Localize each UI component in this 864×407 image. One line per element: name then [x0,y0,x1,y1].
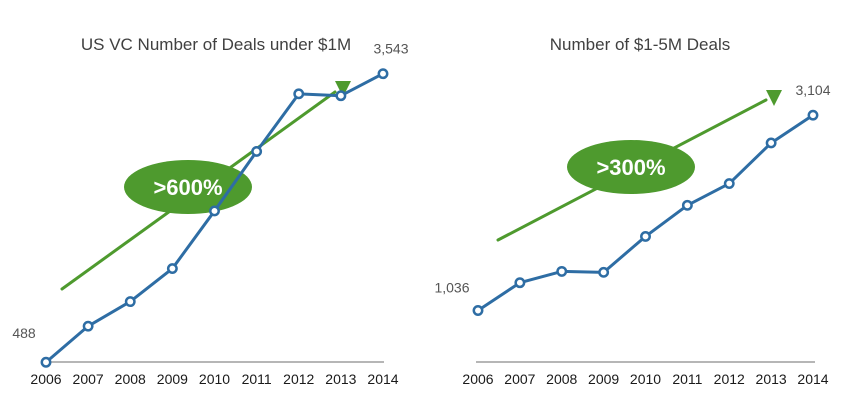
x-tick-label: 2011 [672,371,702,387]
data-point [765,137,777,149]
growth-arrow-head [335,81,351,97]
data-point [681,199,693,211]
data-point [82,320,94,332]
x-tick-label: 2010 [199,371,230,387]
x-tick-label: 2008 [115,371,146,387]
data-point [335,90,347,102]
x-tick-label: 2014 [797,371,828,387]
x-tick-label: 2007 [73,371,104,387]
growth-badge [567,140,695,194]
data-point [556,265,568,277]
data-point [251,145,263,157]
growth-arrow-head [766,90,782,106]
data-point [807,109,819,121]
chart-title: Number of $1-5M Deals [550,35,730,54]
chart-panel-1: US VC Number of Deals under $1M 2006 2007 2… [12,35,408,387]
data-point [472,305,484,316]
x-tick-label: 2006 [30,371,61,387]
series-line [45,72,384,364]
x-tick-label: 2014 [367,371,398,387]
data-point [598,266,610,278]
data-point [209,205,220,217]
growth-badge-label: >600% [153,175,222,200]
data-point [40,356,52,368]
data-label: 3,543 [373,41,408,57]
x-tick-label: 2008 [546,371,577,387]
x-tick-label: 2012 [283,371,314,387]
data-point [640,230,651,242]
data-point [723,178,735,190]
x-tick-label: 2013 [325,371,356,387]
x-tick-label: 2009 [157,371,188,387]
x-tick-label: 2007 [504,371,535,387]
x-tick-label: 2013 [756,371,787,387]
chart-title: US VC Number of Deals under $1M [81,35,351,54]
data-point [124,296,136,308]
x-tick-label: 2012 [714,371,745,387]
data-point [377,68,389,80]
data-label: 1,036 [434,279,469,295]
x-tick-label: 2010 [630,371,661,387]
data-point [514,277,526,289]
x-tick-label: 2006 [462,371,493,387]
growth-badge [124,160,252,214]
data-label: 3,104 [795,82,830,98]
x-tick-label: 2009 [588,371,619,387]
growth-badge-label: >300% [596,155,665,180]
data-point [166,263,178,275]
x-tick-label: 2011 [242,371,272,387]
data-point [293,88,305,100]
data-label: 488 [12,325,36,341]
chart-panel-2: Number of $1-5M Deals 2006 2007 2008 2009 201… [434,35,830,387]
